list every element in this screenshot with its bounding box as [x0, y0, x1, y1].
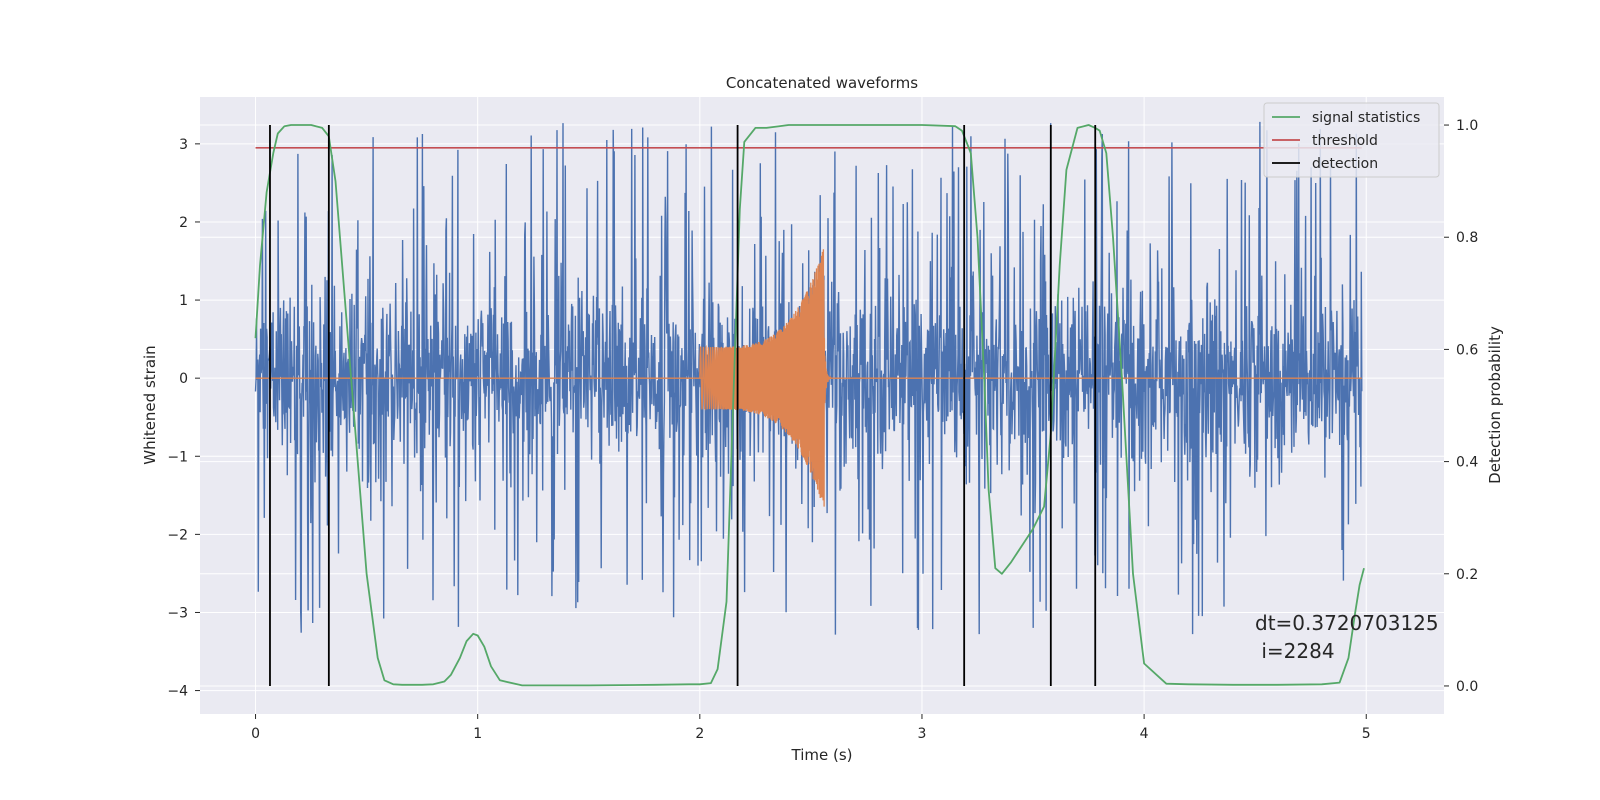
x-tick-labels: 0 1 2 3 4 5 — [251, 714, 1371, 742]
y-tick-label-2: −2 — [167, 527, 188, 543]
legend: signal statistics threshold detection — [1263, 102, 1440, 178]
legend-box — [1263, 102, 1440, 178]
injected-waveform-chirp — [699, 249, 832, 507]
x-tick-label-1: 1 — [473, 726, 482, 742]
x-axis-title: Time (s) — [791, 746, 853, 764]
y-axis-title: Whitened strain — [141, 345, 159, 464]
y2-tick-label-1: 0.2 — [1456, 567, 1478, 583]
y2-tick-labels: 0.0 0.2 0.4 0.6 0.8 1.0 — [1444, 118, 1478, 695]
annotation-i: i=2284 — [1255, 639, 1335, 663]
y-tick-label-5: 1 — [179, 293, 188, 309]
injected-waveform-trace — [255, 249, 1362, 507]
y2-axis-title: Detection probability — [1486, 326, 1504, 484]
y-tick-label-7: 3 — [179, 137, 188, 153]
y2-tick-label-3: 0.6 — [1456, 342, 1478, 358]
y-tick-labels: −4 −3 −2 −1 0 1 2 3 — [167, 137, 200, 700]
y-tick-label-1: −3 — [167, 605, 188, 621]
y2-tick-label-4: 0.8 — [1456, 230, 1478, 246]
x-tick-label-0: 0 — [251, 726, 260, 742]
legend-label-detection: detection — [1312, 156, 1378, 172]
y2-tick-label-0: 0.0 — [1456, 679, 1478, 695]
y-tick-label-3: −1 — [167, 449, 188, 465]
strain-noise-line — [254, 121, 1363, 635]
legend-label-signal-statistics: signal statistics — [1312, 110, 1420, 126]
legend-label-threshold: threshold — [1312, 133, 1378, 149]
detection-lines — [269, 125, 1097, 686]
y2-tick-label-5: 1.0 — [1456, 118, 1478, 134]
x-tick-label-5: 5 — [1362, 726, 1371, 742]
x-tick-label-3: 3 — [918, 726, 927, 742]
chart-title: Concatenated waveforms — [726, 74, 918, 92]
y2-tick-label-2: 0.4 — [1456, 455, 1478, 471]
annotation-dt: dt=0.3720703125 — [1255, 611, 1439, 635]
signal-statistics-group — [254, 124, 1365, 687]
y-tick-label-0: −4 — [167, 684, 188, 700]
strain-noise-trace — [254, 121, 1363, 635]
signal-statistics-line — [254, 124, 1365, 687]
y-tick-label-4: 0 — [179, 371, 188, 387]
x-tick-label-2: 2 — [695, 726, 704, 742]
x-tick-label-4: 4 — [1140, 726, 1149, 742]
y-tick-label-6: 2 — [179, 215, 188, 231]
